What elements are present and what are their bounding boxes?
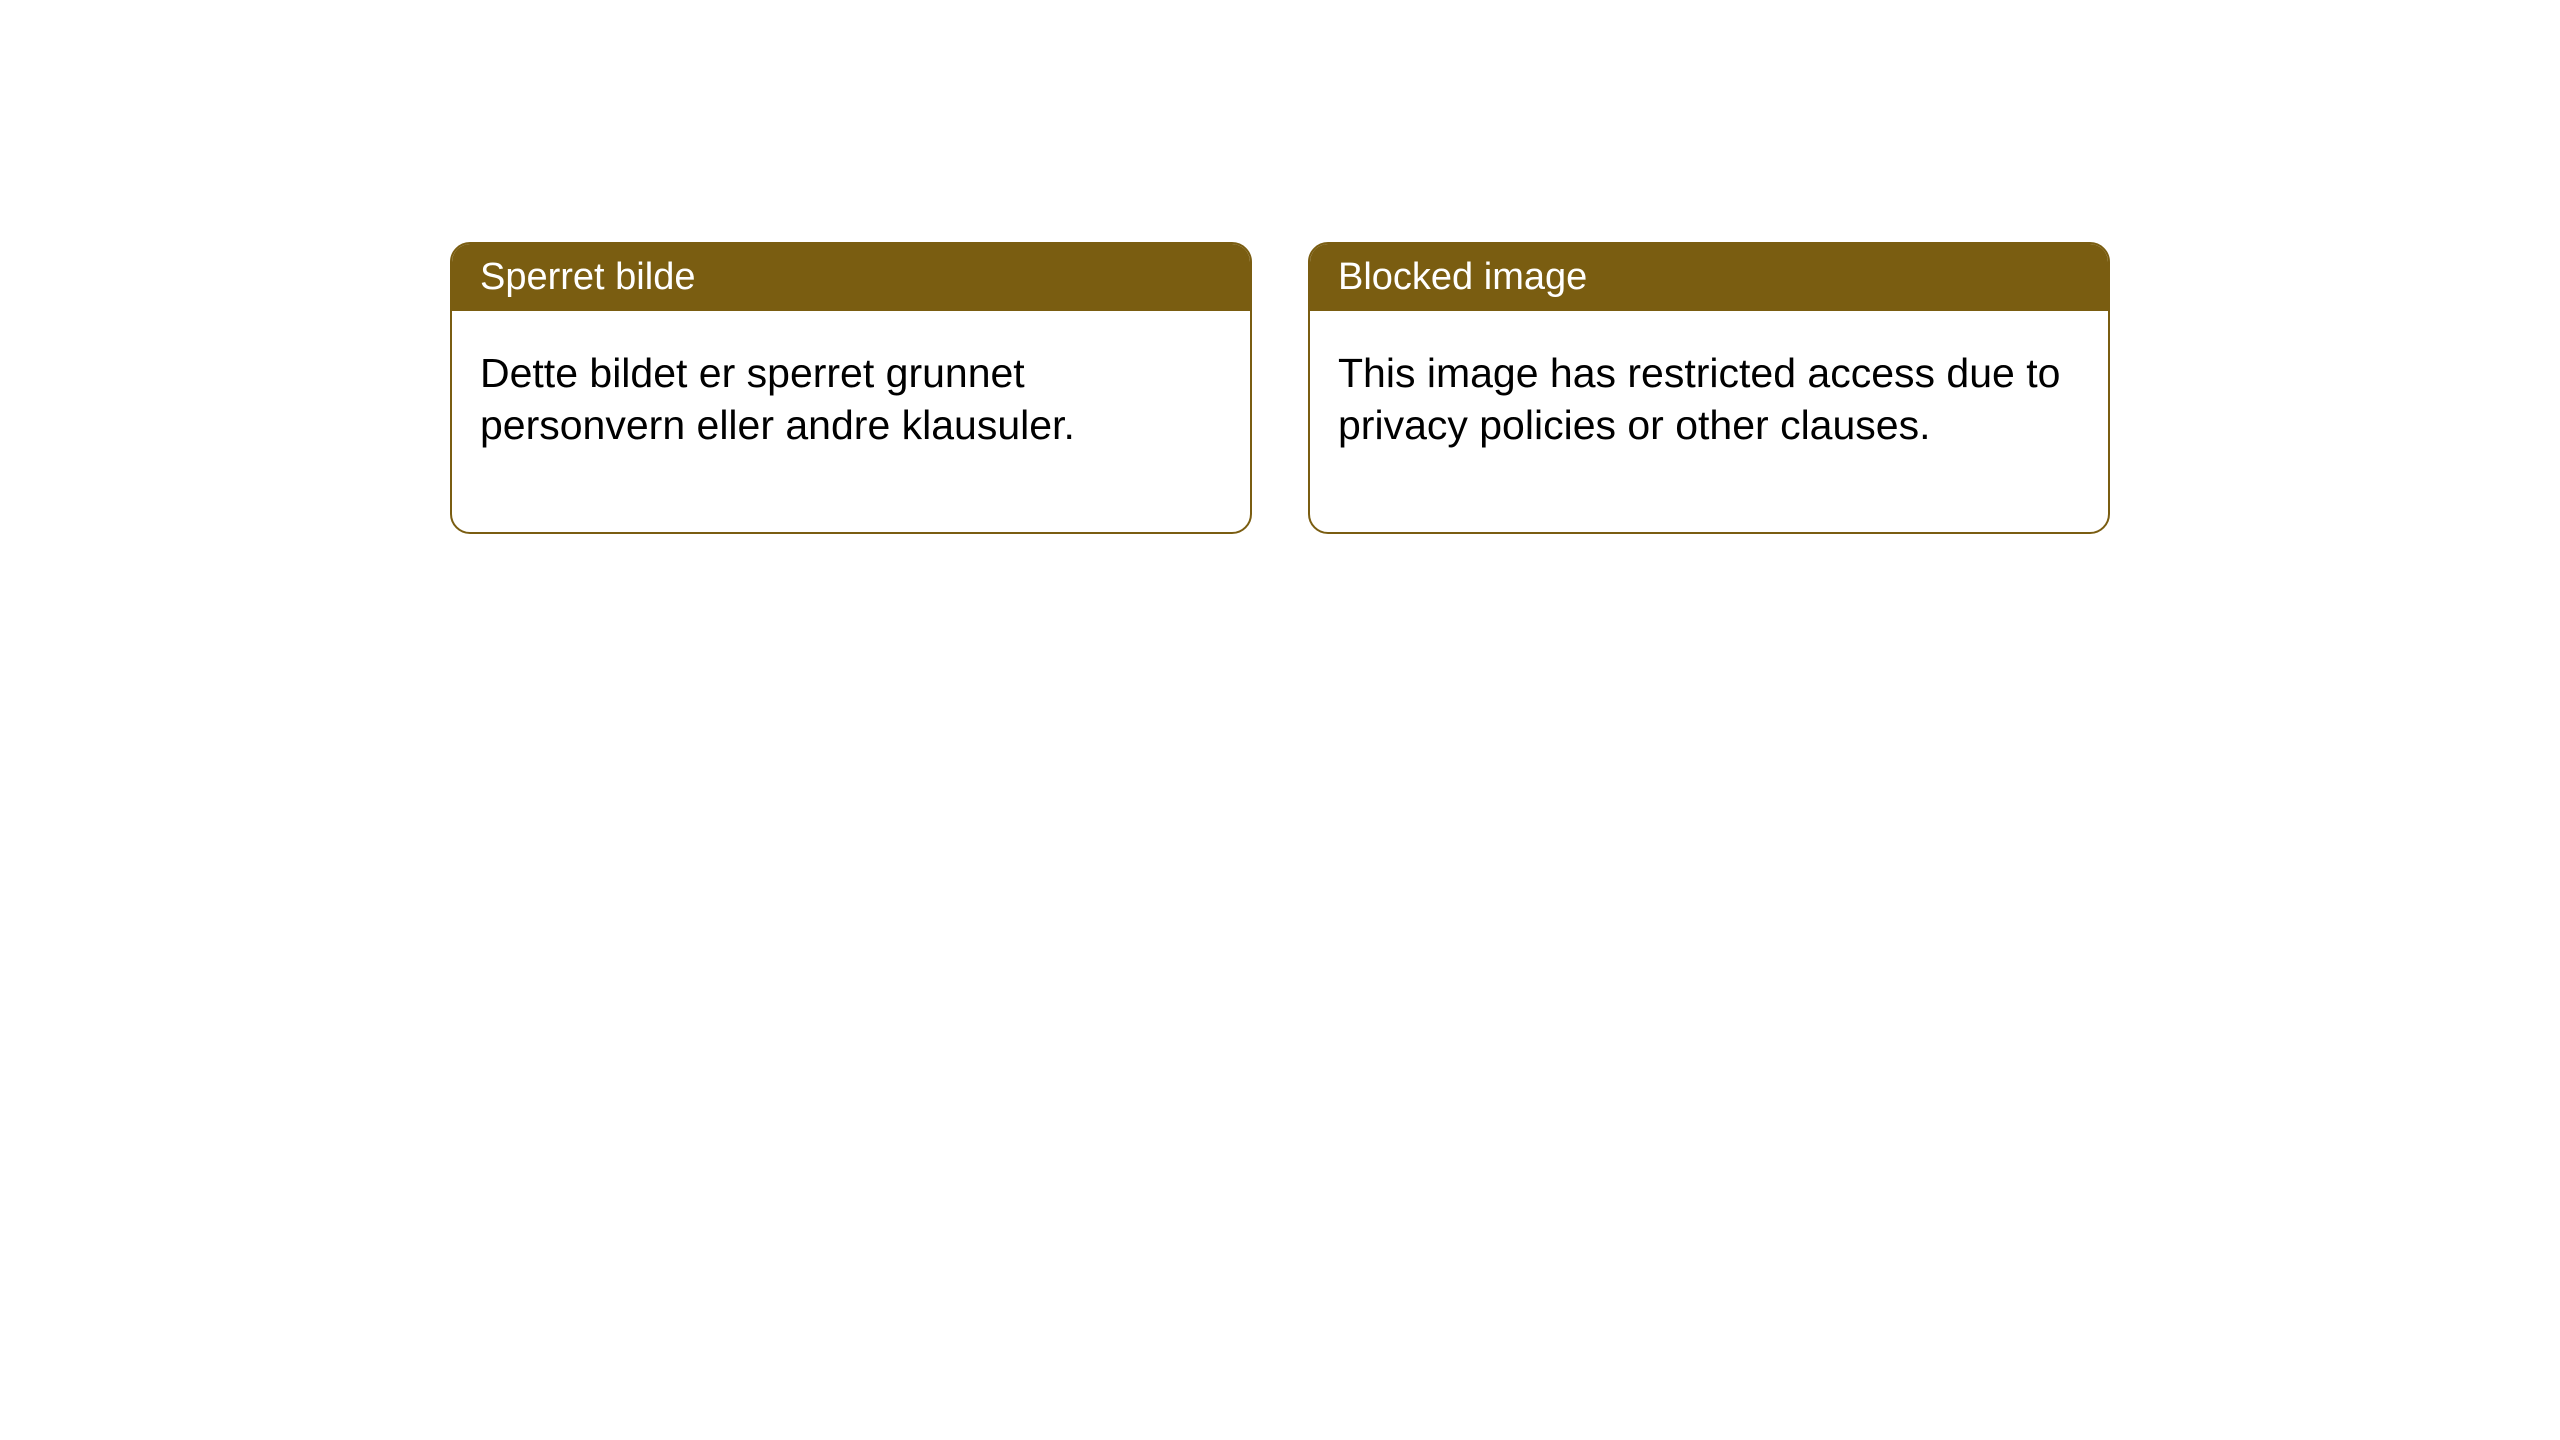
- notice-header: Sperret bilde: [452, 244, 1250, 311]
- notice-body-text: This image has restricted access due to …: [1338, 350, 2060, 448]
- notice-title-text: Blocked image: [1338, 256, 1587, 298]
- notice-body: This image has restricted access due to …: [1310, 311, 2108, 532]
- notice-card-norwegian: Sperret bilde Dette bildet er sperret gr…: [450, 242, 1252, 534]
- notice-header: Blocked image: [1310, 244, 2108, 311]
- notice-title-text: Sperret bilde: [480, 256, 695, 298]
- notice-body-text: Dette bildet er sperret grunnet personve…: [480, 350, 1075, 448]
- notice-container: Sperret bilde Dette bildet er sperret gr…: [450, 242, 2110, 534]
- notice-card-english: Blocked image This image has restricted …: [1308, 242, 2110, 534]
- notice-body: Dette bildet er sperret grunnet personve…: [452, 311, 1250, 532]
